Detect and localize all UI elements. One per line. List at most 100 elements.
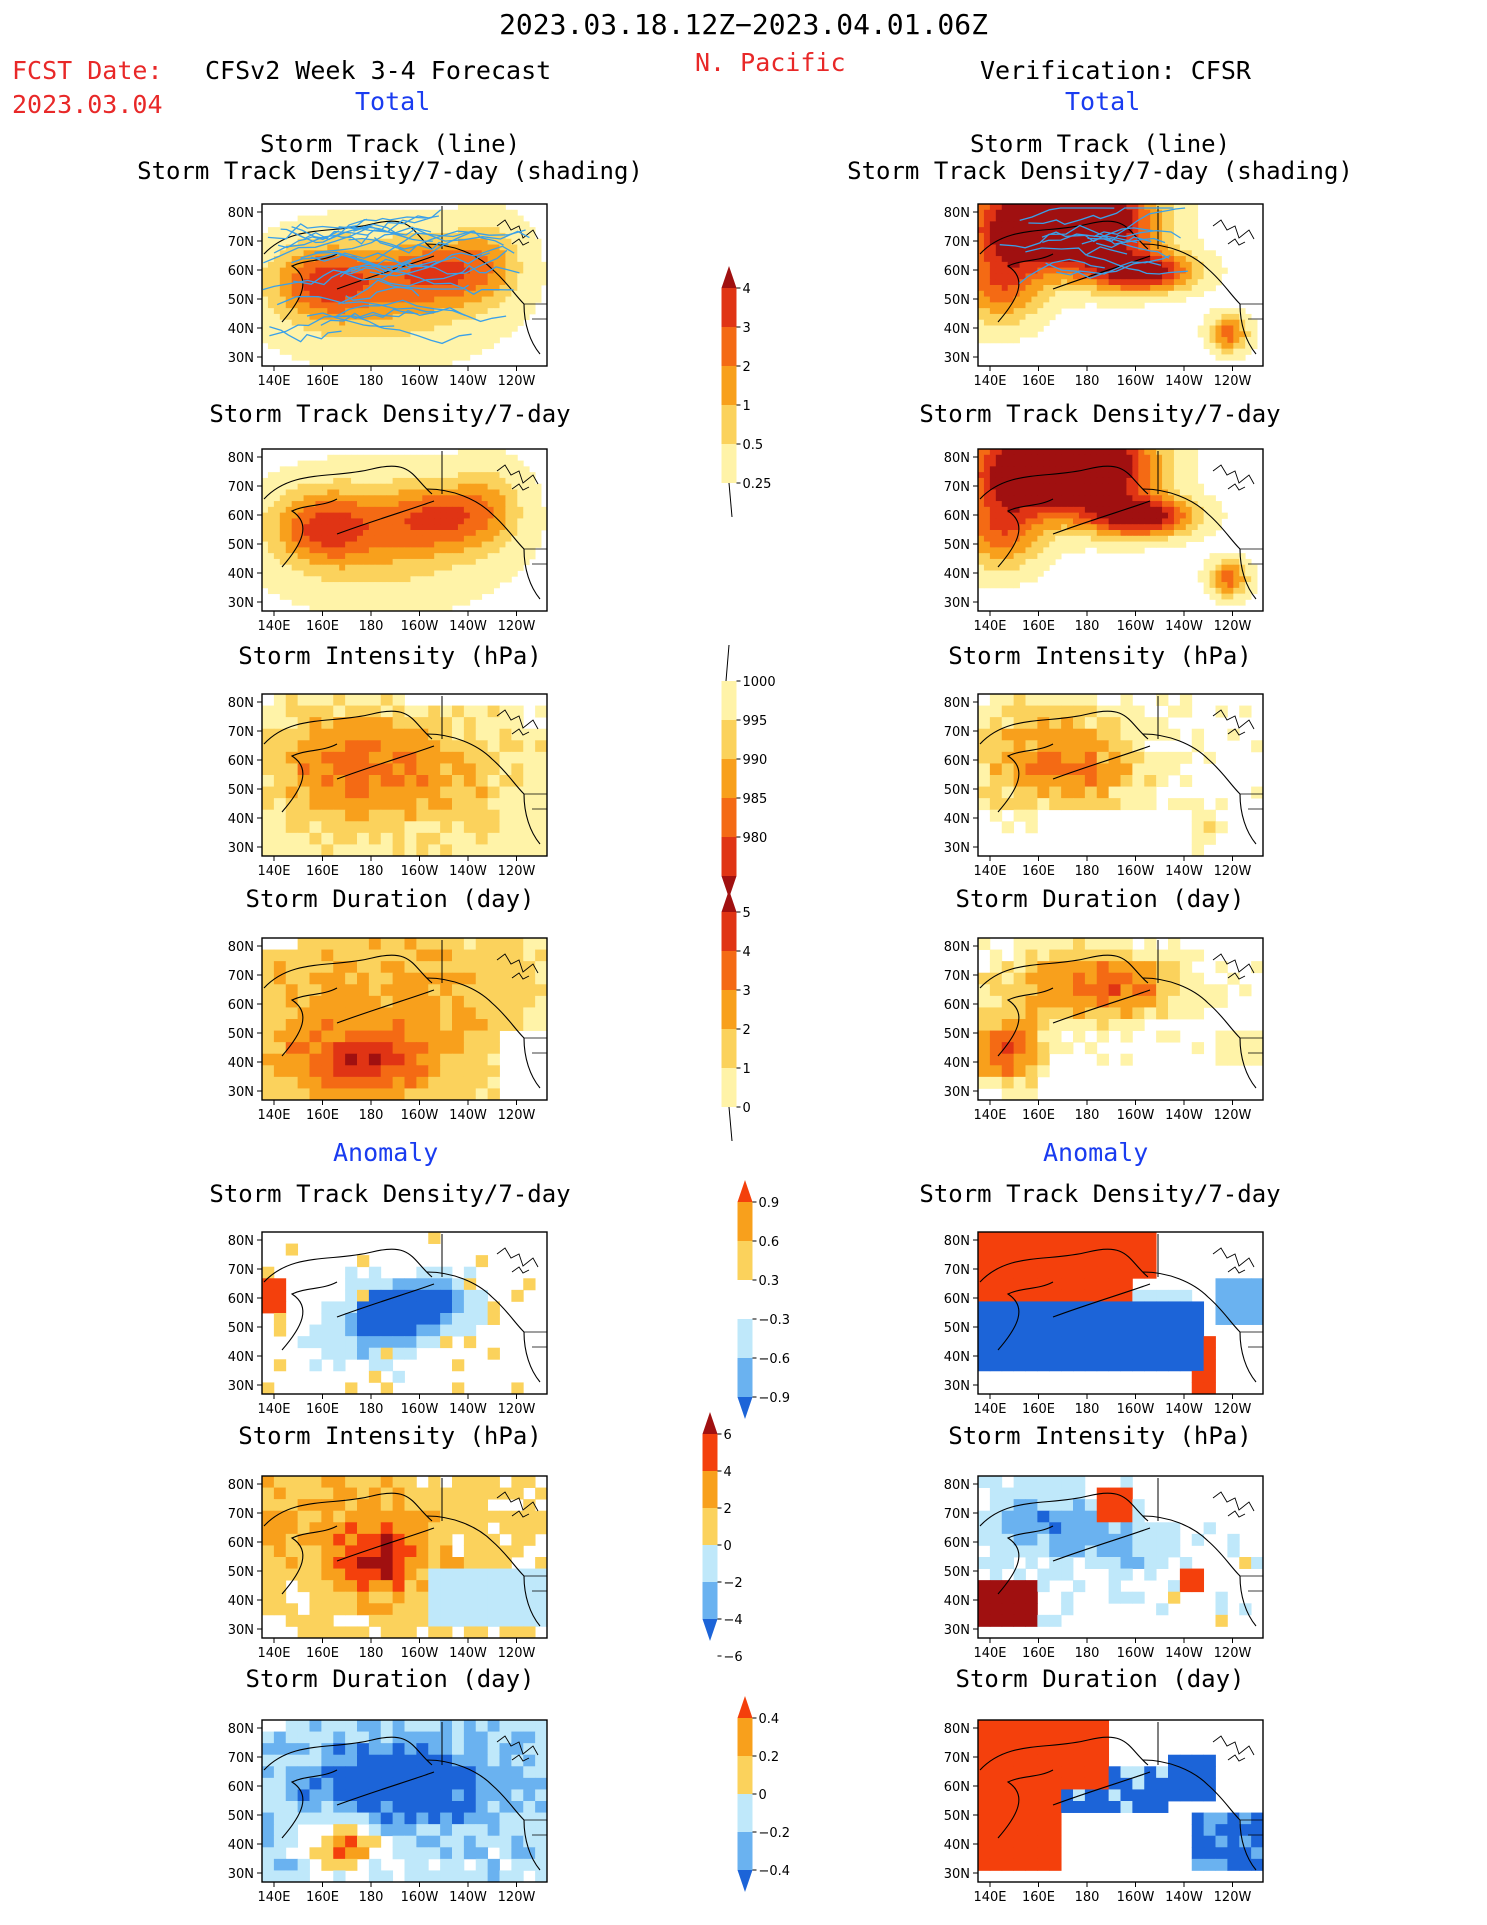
lon-label: 160W: [401, 1646, 439, 1661]
lon-label: 140E: [257, 619, 290, 634]
lon-label: 180: [1075, 1402, 1100, 1417]
lon-label: 140W: [449, 1646, 487, 1661]
lat-label: 80N: [944, 1478, 970, 1493]
fcst-label: FCST Date:: [12, 56, 163, 85]
lat-label: 80N: [944, 696, 970, 711]
lat-label: 80N: [228, 1722, 254, 1737]
lon-label: 120W: [498, 1108, 536, 1123]
colorbar-label: 1: [743, 399, 751, 414]
storm-track-lines: [999, 207, 1188, 285]
colorbar-intensity-total: 1000 995 990 985 980: [721, 644, 776, 898]
lat-label: 50N: [944, 1321, 970, 1336]
lat-label: 70N: [944, 235, 970, 250]
lon-label: 140E: [257, 1890, 290, 1905]
fc-intensity-title: Storm Intensity (hPa): [238, 642, 542, 670]
lat-label: 60N: [944, 509, 970, 524]
lat-label: 30N: [228, 1085, 254, 1100]
colorbar-label: −0.4: [759, 1864, 791, 1879]
colorbar-label: 0.4: [759, 1712, 780, 1727]
lat-label: 40N: [228, 1056, 254, 1071]
lat-label: 80N: [944, 1234, 970, 1249]
lat-label: 40N: [944, 1838, 970, 1853]
lat-label: 60N: [944, 264, 970, 279]
lat-label: 30N: [228, 351, 254, 366]
lon-label: 120W: [498, 374, 536, 389]
lat-label: 50N: [944, 1809, 970, 1824]
obs-duration-anom-title: Storm Duration (day): [955, 1665, 1245, 1693]
lat-label: 80N: [228, 696, 254, 711]
lat-label: 80N: [944, 1722, 970, 1737]
right-anomaly-label: Anomaly: [1043, 1138, 1149, 1167]
lon-label: 160E: [306, 1646, 339, 1661]
lat-label: 60N: [228, 509, 254, 524]
colorbar-label: 4: [743, 282, 751, 297]
lon-label: 140E: [257, 1108, 290, 1123]
lat-label: 50N: [228, 1027, 254, 1042]
colorbar-label: 0.2: [759, 1750, 780, 1765]
lat-label: 80N: [944, 206, 970, 221]
lon-label: 140W: [1165, 1646, 1203, 1661]
lat-label: 30N: [944, 1379, 970, 1394]
lat-label: 60N: [228, 998, 254, 1013]
lon-label: 180: [359, 864, 384, 879]
right-total-label: Total: [1065, 87, 1141, 116]
lon-label: 120W: [1214, 864, 1252, 879]
lat-label: 60N: [228, 1292, 254, 1307]
lon-label: 180: [1075, 864, 1100, 879]
lon-label: 120W: [498, 1402, 536, 1417]
colorbar-label: 2: [743, 360, 751, 375]
lat-label: 70N: [228, 725, 254, 740]
lat-label: 40N: [228, 1350, 254, 1365]
lat-label: 60N: [944, 754, 970, 769]
colorbar-label: −0.3: [759, 1313, 791, 1328]
lat-label: 70N: [228, 1507, 254, 1522]
colorbar-label: 985: [743, 792, 768, 807]
fc-intensity-anom-title: Storm Intensity (hPa): [238, 1422, 542, 1450]
colorbar-label: 980: [743, 831, 768, 846]
lat-label: 70N: [944, 725, 970, 740]
colorbar-label: 0.9: [759, 1196, 780, 1211]
lon-label: 140W: [1165, 864, 1203, 879]
lat-label: 50N: [228, 783, 254, 798]
lat-label: 60N: [228, 754, 254, 769]
lon-label: 160E: [306, 1108, 339, 1123]
lat-label: 40N: [944, 812, 970, 827]
lat-label: 40N: [228, 567, 254, 582]
lon-label: 120W: [1214, 1890, 1252, 1905]
lon-label: 140E: [973, 864, 1006, 879]
lon-label: 140W: [449, 1108, 487, 1123]
lon-label: 140E: [257, 374, 290, 389]
obs-density-title: Storm Track Density/7-day: [919, 400, 1281, 428]
lon-label: 140E: [257, 1646, 290, 1661]
lat-label: 30N: [228, 1867, 254, 1882]
lon-label: 180: [1075, 1890, 1100, 1905]
lat-label: 50N: [228, 1809, 254, 1824]
colorbar-label: −0.6: [759, 1352, 791, 1367]
lon-label: 120W: [498, 1646, 536, 1661]
lat-label: 70N: [944, 1263, 970, 1278]
lon-label: 140E: [973, 1402, 1006, 1417]
lon-label: 180: [1075, 1108, 1100, 1123]
lon-label: 160W: [401, 619, 439, 634]
lat-label: 70N: [228, 235, 254, 250]
lon-label: 120W: [1214, 1108, 1252, 1123]
lat-label: 60N: [944, 1780, 970, 1795]
lat-label: 40N: [944, 322, 970, 337]
lon-label: 160W: [1117, 1646, 1155, 1661]
lon-label: 160W: [401, 374, 439, 389]
lat-label: 60N: [944, 998, 970, 1013]
model-title: CFSv2 Week 3-4 Forecast: [205, 56, 552, 85]
lat-label: 40N: [944, 1056, 970, 1071]
lat-label: 70N: [228, 1263, 254, 1278]
lat-label: 80N: [228, 451, 254, 466]
fc-track-title-line: Storm Track (line): [259, 130, 521, 158]
colorbar-label: 2: [724, 1502, 732, 1517]
fc-duration-title: Storm Duration (day): [245, 885, 535, 913]
